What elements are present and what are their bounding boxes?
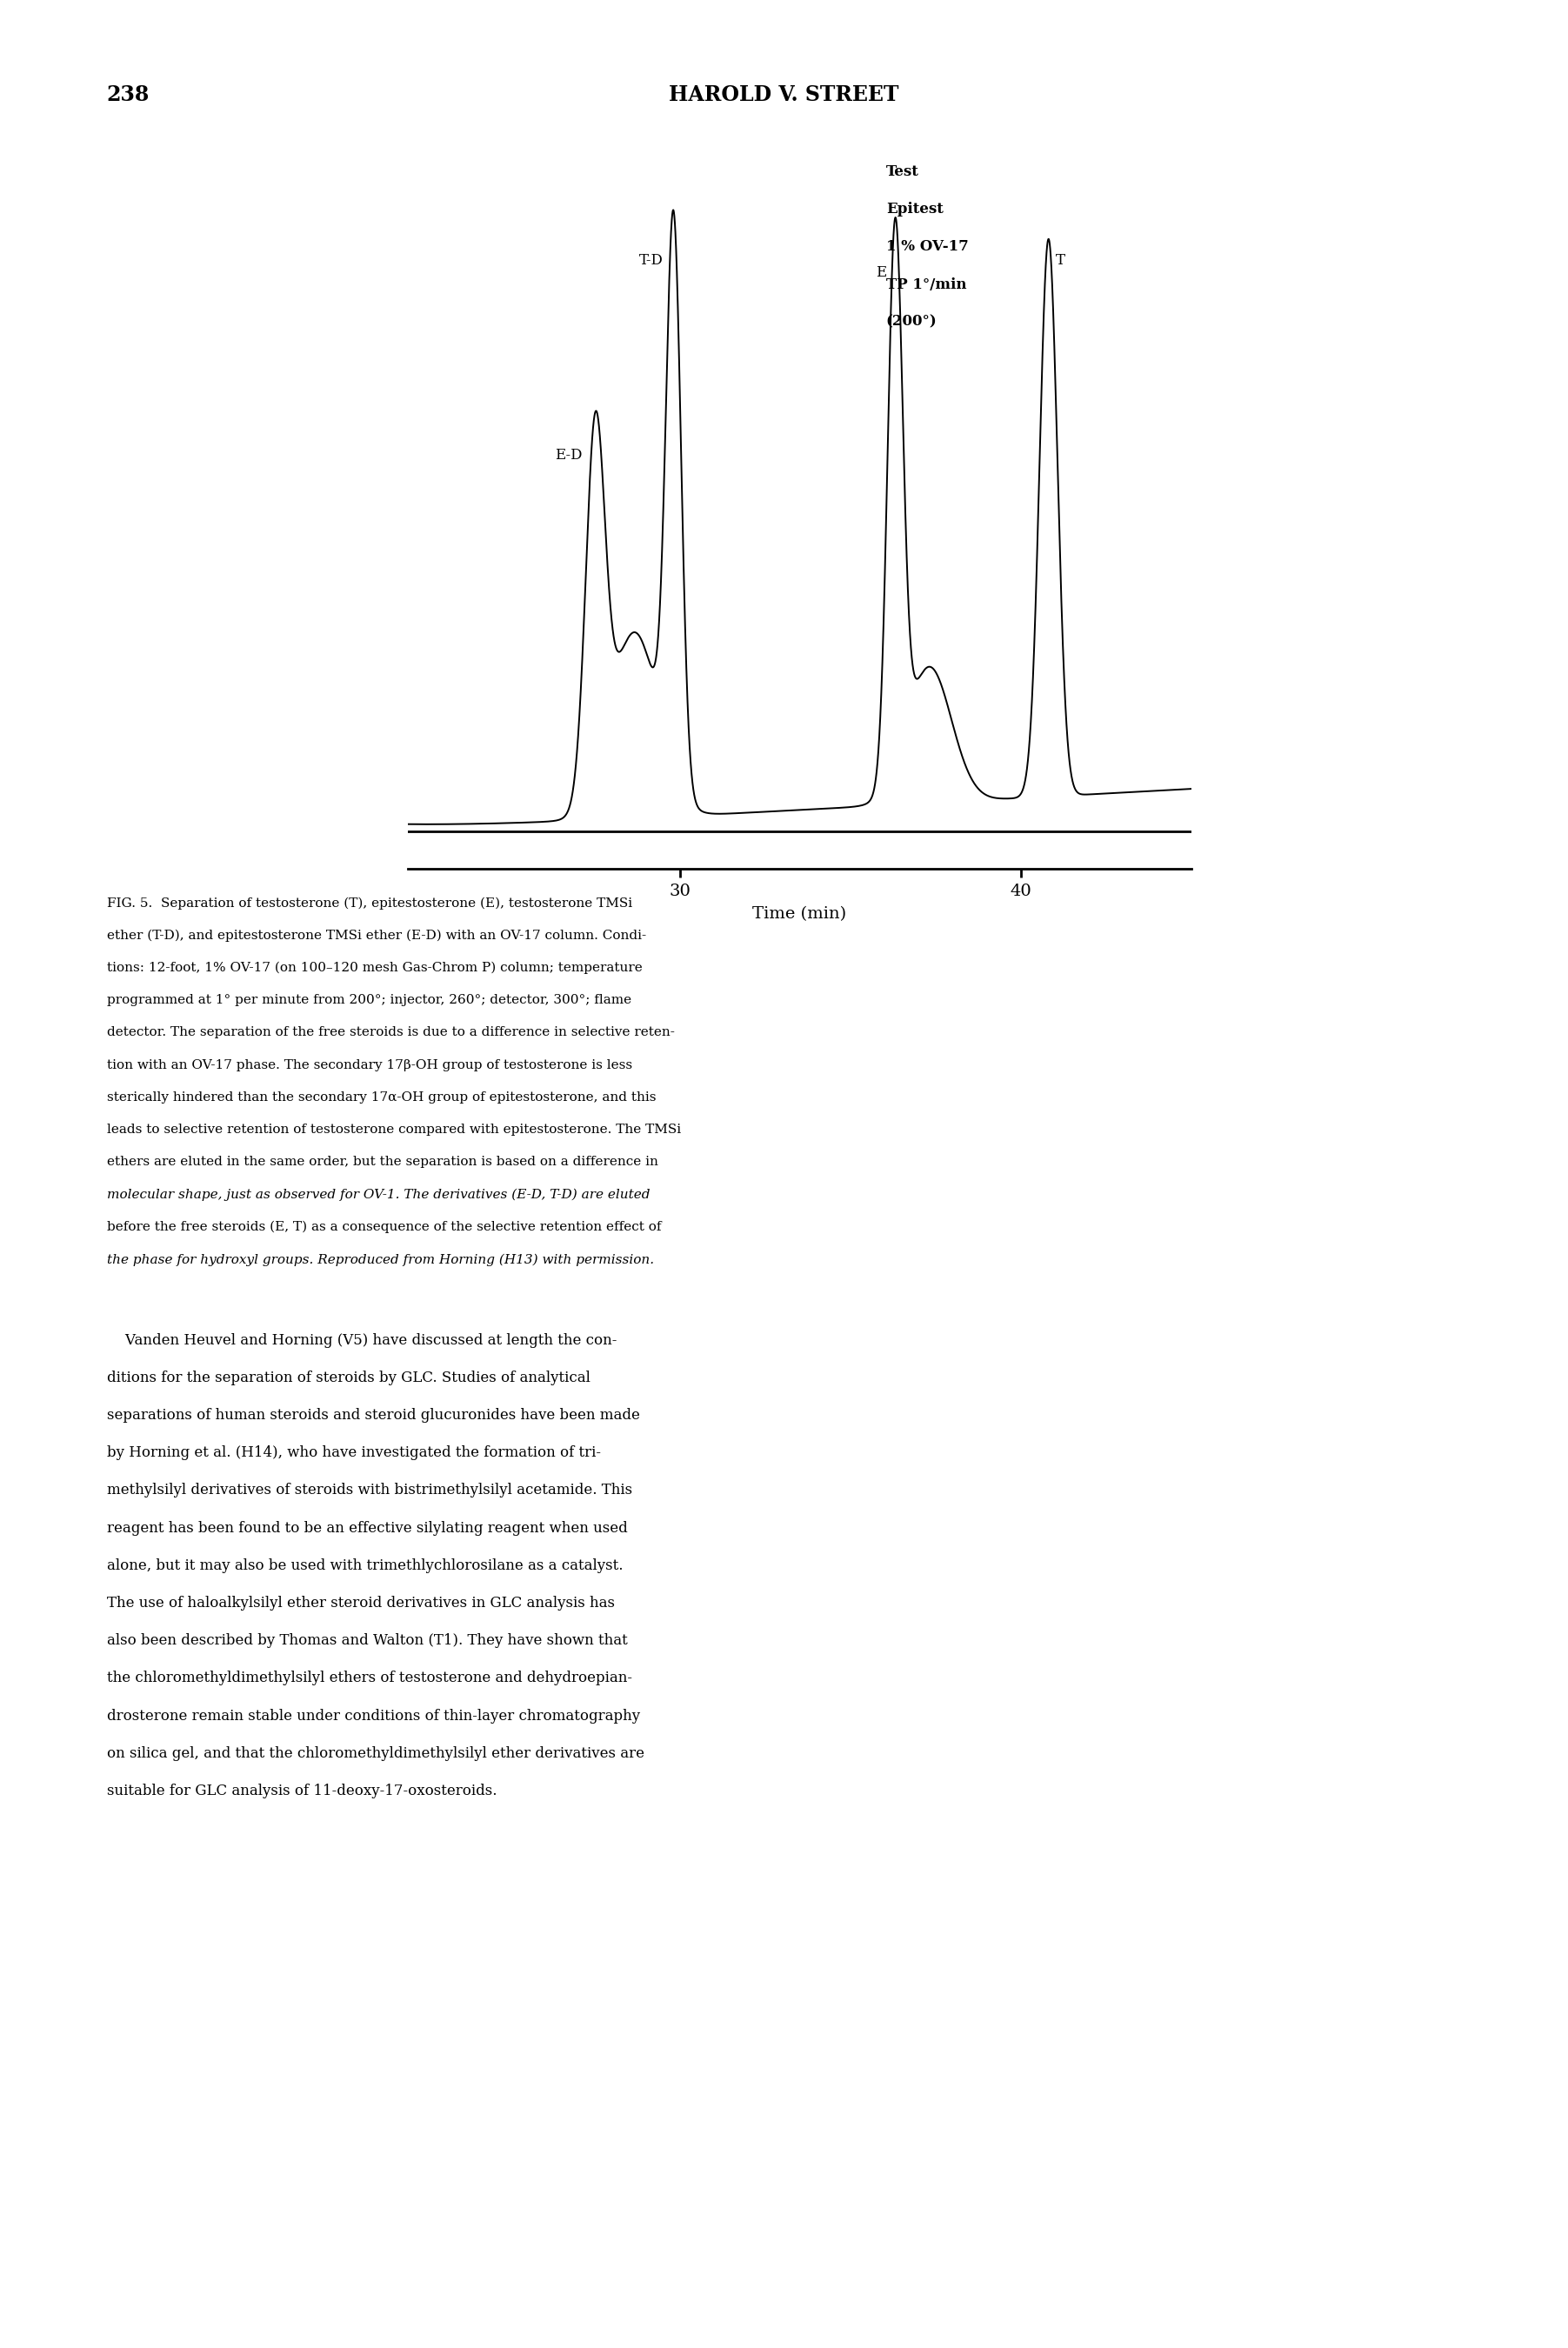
Text: T: T — [1055, 254, 1065, 268]
Text: drosterone remain stable under conditions of thin-layer chromatography: drosterone remain stable under condition… — [107, 1709, 640, 1723]
Text: methylsilyl derivatives of steroids with bistrimethylsilyl acetamide. This: methylsilyl derivatives of steroids with… — [107, 1484, 632, 1498]
Text: separations of human steroids and steroid glucuronides have been made: separations of human steroids and steroi… — [107, 1409, 640, 1423]
Text: E-D: E-D — [555, 448, 582, 463]
Text: tions: 12-foot, 1% OV-17 (on 100–120 mesh Gas-Chrom P) column; temperature: tions: 12-foot, 1% OV-17 (on 100–120 mes… — [107, 963, 643, 974]
Text: ditions for the separation of steroids by GLC. Studies of analytical: ditions for the separation of steroids b… — [107, 1371, 590, 1385]
Text: The use of haloalkylsilyl ether steroid derivatives in GLC analysis has: The use of haloalkylsilyl ether steroid … — [107, 1597, 615, 1611]
Text: molecular shape, just as observed for OV-1. The derivatives (E-D, T-D) are elute: molecular shape, just as observed for OV… — [107, 1188, 649, 1202]
Text: Vanden Heuvel and Horning (V5) have discussed at length the con-: Vanden Heuvel and Horning (V5) have disc… — [107, 1334, 616, 1348]
Text: HAROLD V. STREET: HAROLD V. STREET — [670, 85, 898, 106]
Text: TP 1°/min: TP 1°/min — [886, 277, 966, 291]
Text: leads to selective retention of testosterone compared with epitestosterone. The : leads to selective retention of testoste… — [107, 1125, 681, 1136]
Text: reagent has been found to be an effective silylating reagent when used: reagent has been found to be an effectiv… — [107, 1522, 627, 1536]
X-axis label: Time (min): Time (min) — [753, 906, 847, 923]
Text: tion with an OV-17 phase. The secondary 17β-OH group of testosterone is less: tion with an OV-17 phase. The secondary … — [107, 1059, 632, 1071]
Text: ethers are eluted in the same order, but the separation is based on a difference: ethers are eluted in the same order, but… — [107, 1155, 659, 1169]
Text: also been described by Thomas and Walton (T1). They have shown that: also been described by Thomas and Walton… — [107, 1634, 627, 1648]
Text: before the free steroids (E, T) as a consequence of the selective retention effe: before the free steroids (E, T) as a con… — [107, 1221, 662, 1233]
Text: 1 % OV-17: 1 % OV-17 — [886, 239, 969, 254]
Text: (200°): (200°) — [886, 315, 938, 329]
Text: programmed at 1° per minute from 200°; injector, 260°; detector, 300°; flame: programmed at 1° per minute from 200°; i… — [107, 993, 632, 1007]
Text: Epitest: Epitest — [886, 202, 944, 216]
Text: 238: 238 — [107, 85, 149, 106]
Text: Test: Test — [886, 164, 919, 178]
Text: on silica gel, and that the chloromethyldimethylsilyl ether derivatives are: on silica gel, and that the chloromethyl… — [107, 1747, 644, 1761]
Text: ether (T-D), and epitestosterone TMSi ether (E-D) with an OV-17 column. Condi-: ether (T-D), and epitestosterone TMSi et… — [107, 930, 646, 942]
Text: suitable for GLC analysis of 11-deoxy-17-oxosteroids.: suitable for GLC analysis of 11-deoxy-17… — [107, 1784, 497, 1799]
Text: the phase for hydroxyl groups. Reproduced from Horning (H13) with permission.: the phase for hydroxyl groups. Reproduce… — [107, 1254, 654, 1266]
Text: the chloromethyldimethylsilyl ethers of testosterone and dehydroepian-: the chloromethyldimethylsilyl ethers of … — [107, 1672, 632, 1686]
Text: sterically hindered than the secondary 17α-OH group of epitestosterone, and this: sterically hindered than the secondary 1… — [107, 1092, 655, 1104]
Text: FIG. 5.  Separation of testosterone (T), epitestosterone (E), testosterone TMSi: FIG. 5. Separation of testosterone (T), … — [107, 897, 632, 909]
Text: detector. The separation of the free steroids is due to a difference in selectiv: detector. The separation of the free ste… — [107, 1026, 674, 1038]
Text: E: E — [877, 265, 886, 279]
Text: T-D: T-D — [640, 254, 663, 268]
Text: alone, but it may also be used with trimethlychlorosilane as a catalyst.: alone, but it may also be used with trim… — [107, 1559, 622, 1573]
Text: by Horning et al. (H14), who have investigated the formation of tri-: by Horning et al. (H14), who have invest… — [107, 1446, 601, 1460]
